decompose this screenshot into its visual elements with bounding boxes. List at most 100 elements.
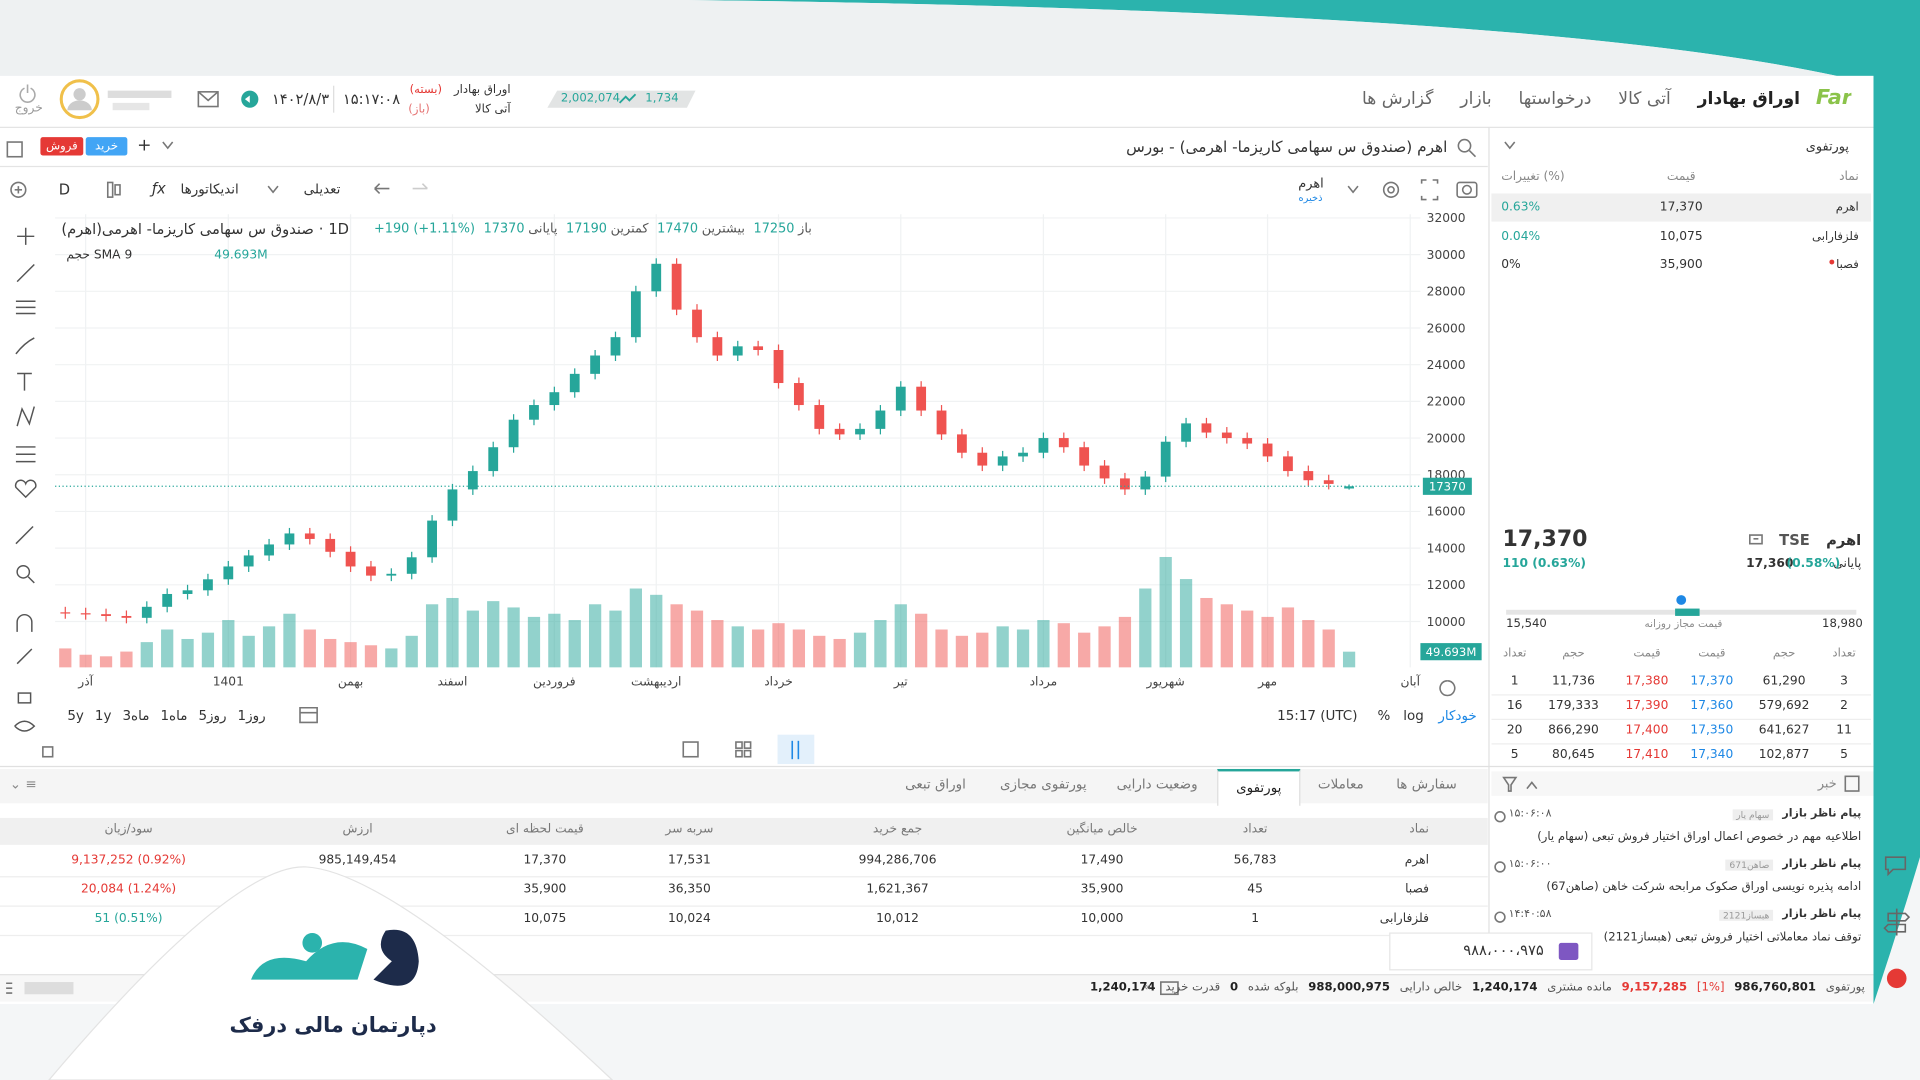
range-button[interactable]: 5y — [67, 707, 84, 724]
legend-label: کمترین — [610, 221, 649, 237]
legend-value: 17190 — [566, 221, 607, 237]
legend-change: +190 (+1.11%) — [373, 221, 476, 237]
range-button[interactable]: 3ماه — [122, 707, 150, 724]
table-cell: 9,137,252 (0.92%) — [71, 853, 186, 867]
candle-body — [325, 538, 336, 552]
tab[interactable]: پورتفوی — [1217, 768, 1301, 806]
order-cell: 17,340 — [1690, 748, 1734, 762]
y-tick-label: 14000 — [1427, 541, 1466, 555]
y-tick-label: 30000 — [1427, 248, 1466, 262]
status-value: 986,760,801 — [1734, 980, 1816, 995]
table-cell: 17,370 — [523, 853, 567, 867]
column-header: حجم — [1772, 646, 1796, 661]
volume-bar — [629, 588, 642, 668]
panel-menu[interactable]: ⌄ ≡ — [9, 776, 37, 793]
watch-symbol[interactable]: اهرم — [1835, 200, 1859, 215]
volume-bar — [996, 626, 1009, 668]
candle-body — [162, 593, 173, 607]
table-cell: 10,075 — [523, 912, 567, 926]
tab[interactable]: معاملات — [1317, 776, 1364, 793]
buy-button[interactable]: خرید — [85, 137, 128, 156]
watch-symbol[interactable]: فلزفارابی — [1812, 229, 1859, 244]
legend-value: 17250 — [753, 221, 795, 237]
collapse-icon[interactable]: « — [1143, 980, 1151, 995]
candle-body — [304, 533, 315, 539]
log-toggle[interactable]: log — [1403, 707, 1424, 724]
y-tick-label: 10000 — [1427, 615, 1466, 629]
volume-bar — [568, 620, 581, 668]
candle-body — [753, 346, 764, 351]
percent-toggle[interactable]: % — [1377, 707, 1391, 724]
order-cell: 17,390 — [1625, 699, 1669, 713]
nav-item[interactable]: بازار — [1460, 89, 1492, 109]
column-header: سربه سر — [665, 822, 714, 837]
timezone[interactable]: 15:17 (UTC) — [1277, 707, 1358, 724]
column-header: تعداد — [1242, 822, 1268, 837]
status-label: خالص دارایی — [1399, 980, 1463, 995]
date: ۱۴۰۲/۸/۳ — [271, 90, 330, 108]
save-button[interactable]: ذخیره — [1298, 192, 1323, 204]
layout-name[interactable]: اهرم — [1298, 176, 1324, 192]
quote-change: 110 (0.63%) — [1502, 557, 1586, 571]
candle-body — [1120, 478, 1130, 490]
nav-item[interactable]: گزارش ها — [1362, 89, 1434, 109]
candle-body — [1221, 432, 1232, 439]
candle-body — [529, 405, 539, 420]
range-button[interactable]: 5روز — [198, 707, 227, 724]
news-text[interactable]: اطلاعیه مهم در خصوص اعمال اوراق اختیار ف… — [1537, 830, 1862, 844]
candle-body — [997, 456, 1008, 466]
add-button[interactable]: + — [137, 135, 152, 156]
tab[interactable]: پورتفوی مجازی — [999, 776, 1087, 793]
row-symbol[interactable]: فلزفارابی — [1379, 912, 1429, 926]
candle-body — [773, 350, 784, 384]
order-cell: 17,360 — [1690, 699, 1734, 713]
volume-bar — [1302, 620, 1315, 668]
row-symbol[interactable]: فصبا — [1405, 882, 1429, 897]
tab[interactable]: اوراق تبعی — [905, 776, 966, 793]
news-text[interactable]: توقف نماد معاملاتی اختیار فروش تبعی (هبس… — [1603, 930, 1862, 945]
symbol-search[interactable]: اهرم (صندوق س سهامی کاریزما- اهرمی) - بو… — [1126, 137, 1448, 156]
tab[interactable]: وضعیت دارایی — [1116, 776, 1198, 793]
y-tick-label: 16000 — [1427, 505, 1466, 519]
interval[interactable]: D — [58, 181, 71, 199]
news-tag: صاهن671 — [1725, 859, 1774, 871]
volume-bar — [364, 645, 378, 668]
watch-symbol[interactable]: فصبا — [1836, 258, 1859, 272]
range-buttons: 5y 1y 3ماه 1ماه 5روز 1روز — [67, 708, 265, 724]
x-tick-label: اسفند — [437, 675, 467, 689]
range-low: 15,540 — [1506, 617, 1547, 631]
nav-item[interactable]: درخواستها — [1518, 89, 1592, 109]
chart-title: صندوق س سهامی کاریزما- اهرمی(اهرم) — [61, 220, 314, 238]
range-button[interactable]: 1روز — [237, 707, 266, 724]
range-button[interactable]: 1ماه — [160, 707, 188, 724]
news-time: ۱۴:۴۰:۵۸ — [1508, 908, 1552, 921]
tab[interactable]: سفارش ها — [1396, 776, 1457, 793]
volume-bar — [324, 638, 337, 668]
quote-price: 17,370 — [1502, 526, 1588, 553]
sell-button[interactable]: فروش — [40, 137, 84, 156]
adjust-button[interactable]: تعدیلی — [303, 181, 341, 198]
indicators-button[interactable]: اندیکاتورها — [180, 181, 239, 198]
watchlist-title[interactable]: پورتفوی — [1805, 139, 1849, 155]
table-cell: 994,286,706 — [858, 853, 937, 867]
separator: · — [318, 220, 324, 238]
volume-bar — [99, 656, 113, 668]
logout[interactable]: خروج — [14, 101, 43, 116]
market-name: آتی کالا — [475, 102, 511, 117]
nav-item[interactable]: اوراق بهادار — [1697, 89, 1801, 109]
range-button[interactable]: 1y — [94, 707, 112, 724]
volume-bar — [650, 594, 663, 668]
x-tick-label: بهمن — [338, 675, 363, 690]
quote-close-label: پایانی — [1833, 557, 1862, 571]
candle-body — [1283, 456, 1293, 472]
status-label: مانده مشتری — [1547, 980, 1612, 995]
row-symbol[interactable]: اهرم — [1404, 853, 1429, 867]
x-tick-label: مهر — [1257, 675, 1277, 690]
auto-toggle[interactable]: خودکار — [1438, 707, 1477, 724]
news-text[interactable]: ادامه پذیره نویسی اوراق صکوک مرابحه شرکت… — [1546, 880, 1862, 894]
chart: 1000012000140001600018000200002200024000… — [14, 211, 1482, 732]
y-tick-label: 24000 — [1427, 358, 1466, 372]
nav-item[interactable]: آتی کالا — [1618, 89, 1671, 109]
column-header: جمع خرید — [872, 822, 923, 837]
news-source: پیام ناظر بازار — [1782, 908, 1862, 921]
